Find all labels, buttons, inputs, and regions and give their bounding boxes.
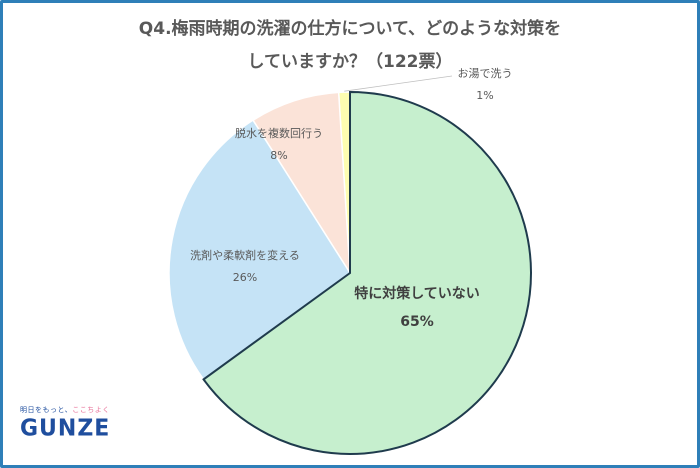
chart-title-line-2: していますか？（122票）	[247, 52, 453, 72]
pie-slice-detergent	[168, 119, 352, 381]
slice-label-detergent: 洗剤や柔軟剤を変える 26%	[170, 248, 320, 286]
logo-tagline-text: 明日をもっと、	[20, 406, 73, 414]
slice-name-spin: 脱水を複数回行う	[235, 127, 323, 140]
pie-slice-no-measures	[202, 90, 532, 455]
chart-title-line-1: Q4.梅雨時期の洗濯の仕方について、どのような対策を	[138, 19, 562, 39]
slice-name-detergent: 洗剤や柔軟剤を変える	[190, 249, 300, 262]
logo-tagline-accent: ここちよく	[72, 406, 110, 414]
gunze-logo: 明日をもっと、ここちよく GUNZE	[20, 405, 130, 442]
logo-brand: GUNZE	[20, 415, 111, 442]
slice-name-hot-water: お湯で洗う	[457, 67, 513, 80]
slice-value-hot-water: 1%	[476, 89, 494, 102]
slice-value-detergent: 26%	[232, 271, 258, 284]
slice-value-no-measures: 65%	[400, 314, 434, 330]
leader-line-oyu	[344, 75, 453, 92]
slice-label-no-measures: 特に対策していない 65%	[332, 285, 502, 331]
slice-value-spin: 8%	[270, 149, 288, 162]
logo-tagline: 明日をもっと、ここちよく	[20, 405, 130, 415]
slice-label-hot-water: お湯で洗う 1%	[440, 66, 530, 104]
slice-name-no-measures: 特に対策していない	[354, 286, 480, 302]
slice-label-spin: 脱水を複数回行う 8%	[214, 126, 344, 164]
pie-slice-spin	[251, 91, 351, 274]
